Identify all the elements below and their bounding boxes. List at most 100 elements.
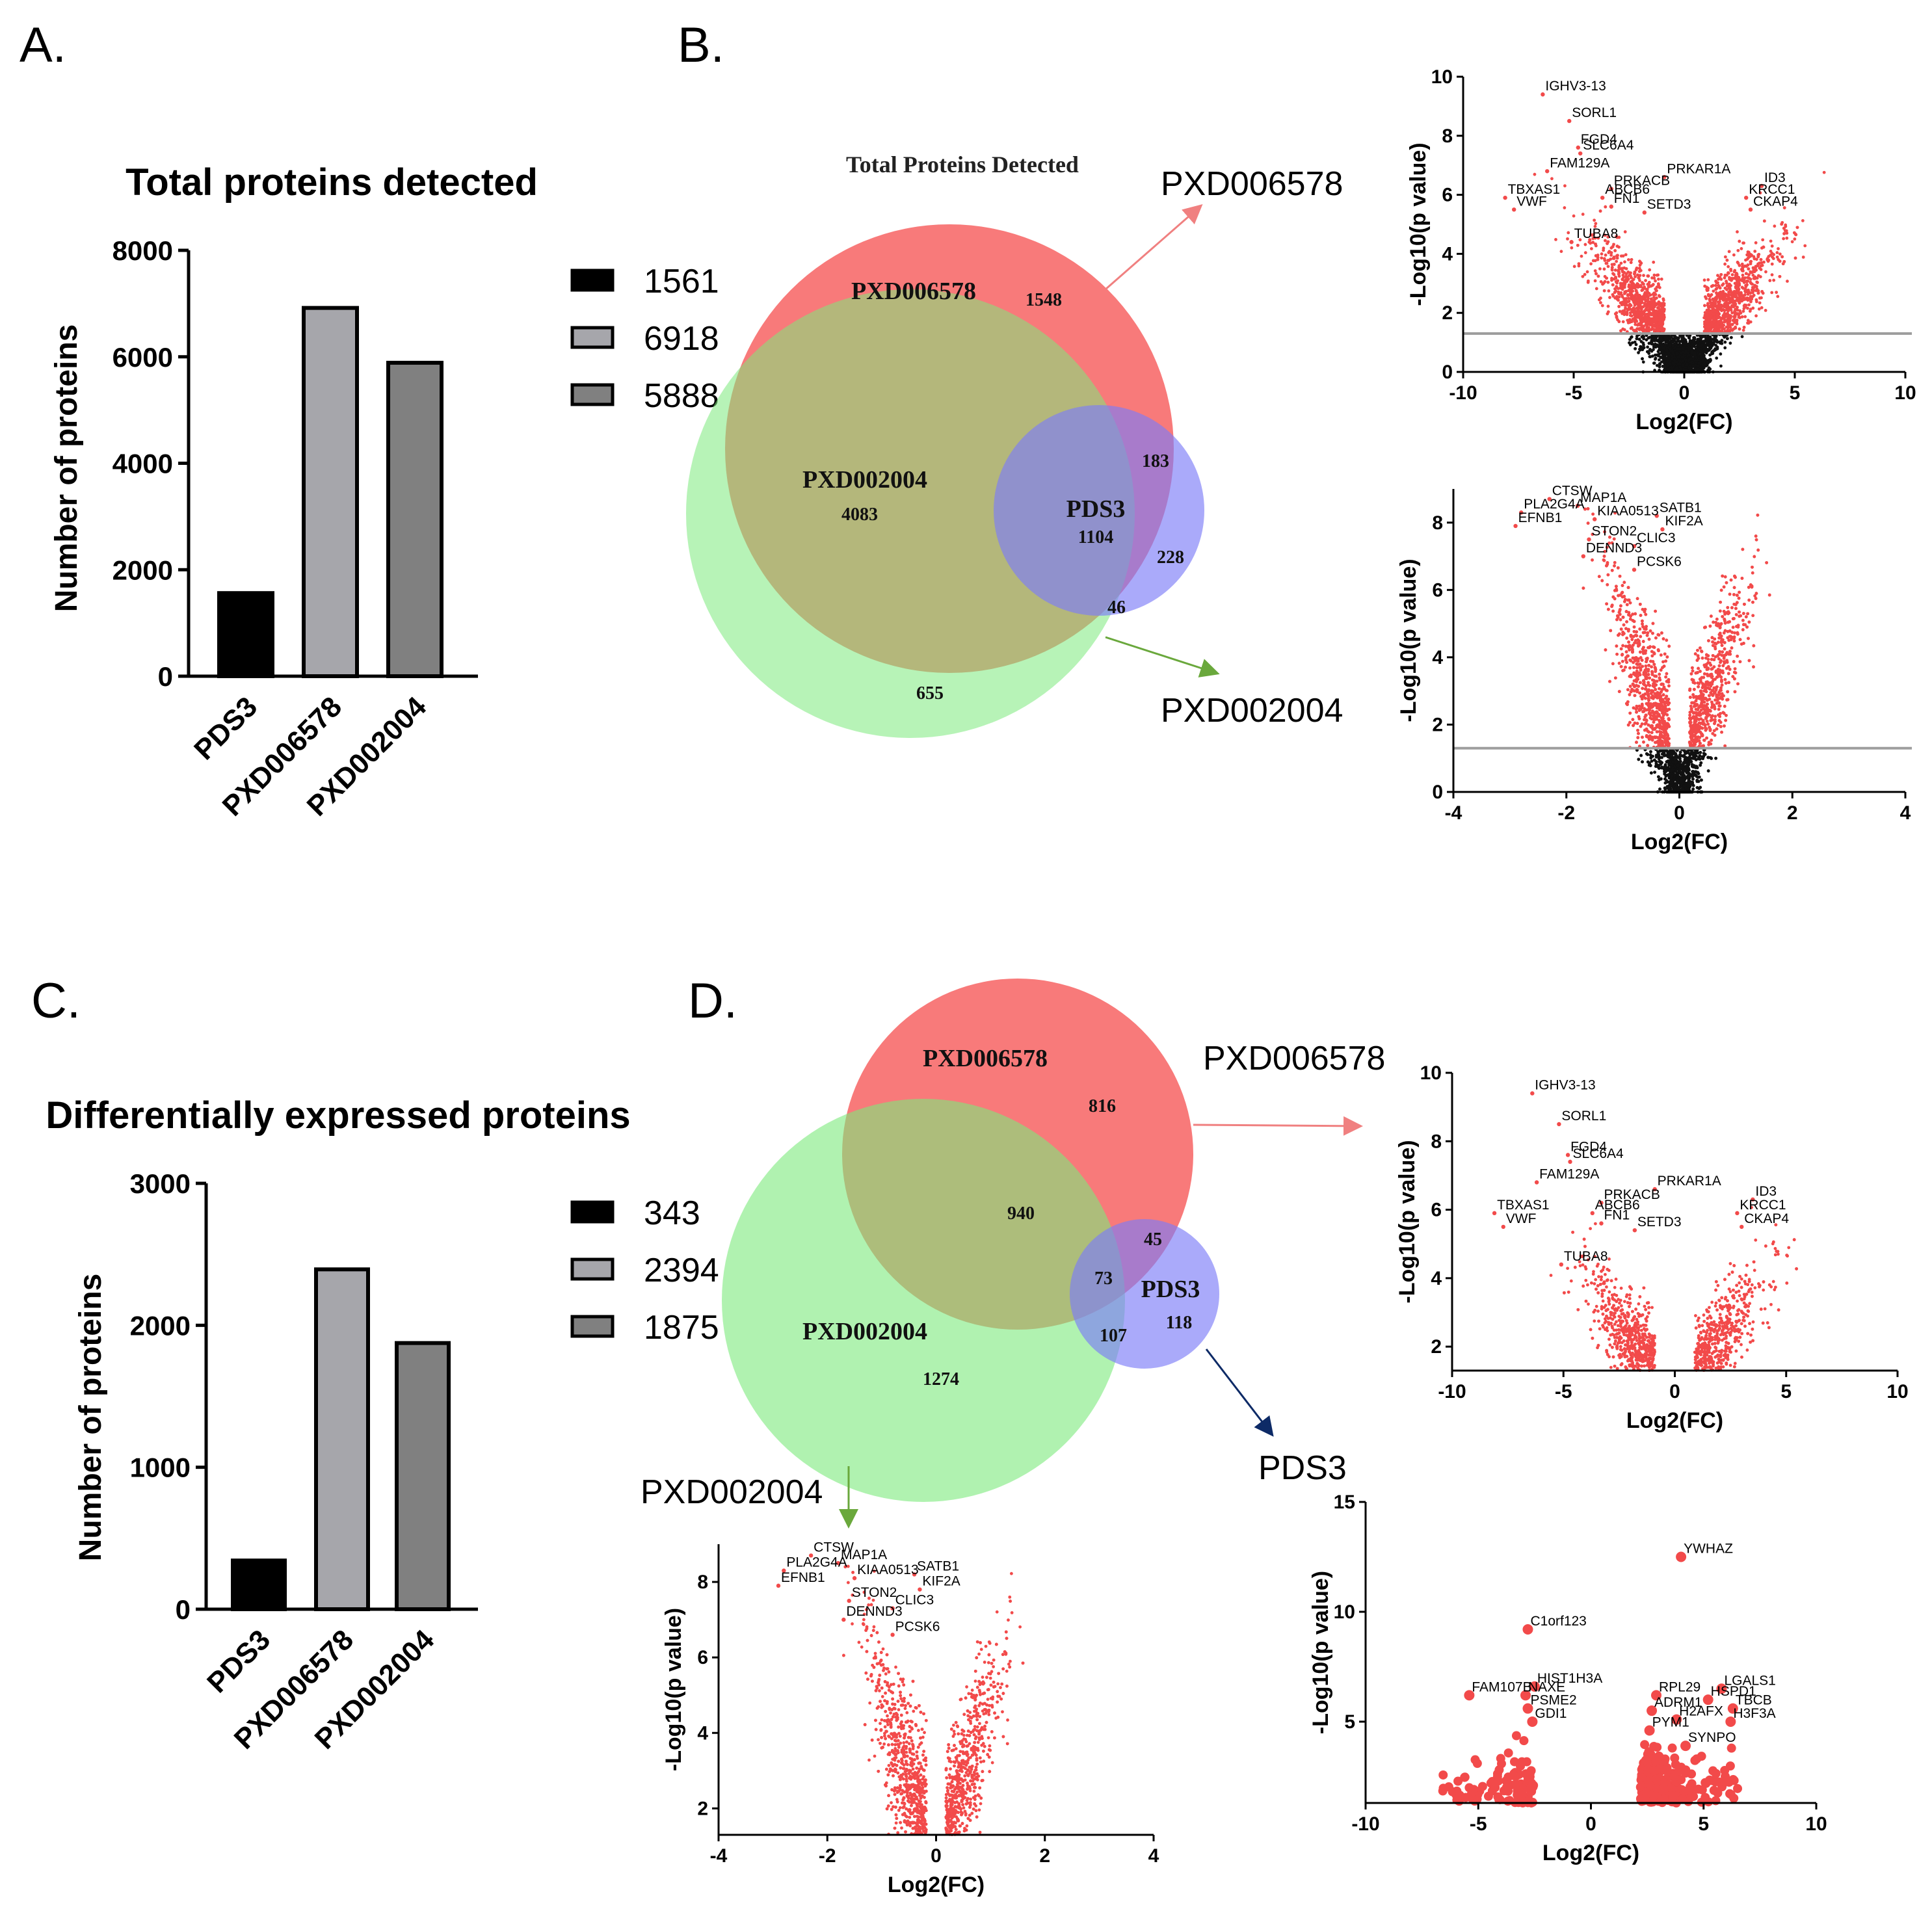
data-point — [1623, 260, 1626, 264]
data-point — [1594, 254, 1598, 257]
data-point — [1655, 335, 1659, 339]
data-point — [1699, 344, 1702, 348]
data-point — [1775, 291, 1779, 295]
data-point — [1687, 366, 1691, 370]
data-point — [1602, 248, 1606, 252]
data-point — [1660, 277, 1663, 281]
bar-pds3 — [231, 1558, 287, 1611]
data-point — [1606, 310, 1610, 314]
data-point — [1708, 299, 1712, 303]
data-point — [1658, 315, 1661, 319]
data-point — [1678, 347, 1682, 351]
data-point — [1736, 230, 1739, 233]
data-point — [1554, 237, 1557, 241]
x-tick-label: 0 — [1679, 382, 1690, 404]
highlighted-point — [1512, 207, 1516, 212]
data-point — [1648, 268, 1652, 272]
data-point — [1747, 256, 1750, 260]
data-point — [1673, 337, 1676, 340]
data-point — [1608, 296, 1611, 299]
data-point — [1773, 224, 1777, 228]
venn-count-pxd006578-only: 1548 — [1026, 290, 1062, 310]
gene-label: VWF — [1516, 194, 1547, 209]
data-point — [1740, 335, 1744, 339]
data-point — [1777, 247, 1780, 250]
data-point — [1595, 272, 1598, 276]
data-point — [1602, 289, 1606, 293]
data-point — [1702, 362, 1706, 365]
data-point — [1652, 293, 1656, 296]
y-tick-label: 4000 — [112, 449, 173, 479]
data-point — [1624, 296, 1628, 300]
data-point — [1749, 282, 1753, 285]
data-point — [1659, 355, 1662, 359]
data-point — [1656, 282, 1660, 285]
data-point — [1664, 352, 1667, 356]
data-point — [1762, 260, 1766, 264]
data-point — [1742, 326, 1746, 329]
venn-set-label-pds3: PDS3 — [1066, 495, 1126, 523]
data-point — [1686, 362, 1689, 365]
data-point — [1683, 341, 1687, 345]
data-point — [1770, 291, 1774, 295]
highlighted-point — [1503, 195, 1507, 200]
data-point — [1740, 267, 1743, 271]
venn-count-pds3-only: 118 — [1166, 1313, 1192, 1333]
bar-chart-differential-proteins: Differentially expressed proteins Number… — [46, 1094, 630, 1756]
highlighted-point — [1578, 151, 1583, 156]
data-point — [1657, 300, 1661, 304]
data-point — [1641, 357, 1644, 361]
data-point — [1743, 293, 1747, 296]
data-point — [1680, 335, 1684, 339]
data-point — [1617, 320, 1621, 324]
data-point — [1720, 309, 1723, 313]
data-point — [1793, 237, 1797, 241]
data-point — [1687, 336, 1691, 340]
data-point — [1618, 309, 1622, 313]
data-point — [1735, 320, 1739, 324]
bar-pxd006578 — [302, 306, 359, 678]
data-point — [1706, 304, 1710, 307]
data-point — [1730, 311, 1734, 315]
data-point — [1822, 170, 1826, 174]
data-point — [1734, 326, 1738, 330]
data-point — [1640, 281, 1644, 285]
data-point — [1732, 270, 1736, 274]
data-point — [1719, 278, 1723, 281]
data-point — [1778, 259, 1782, 263]
data-point — [1770, 262, 1774, 266]
data-point — [1566, 237, 1569, 241]
data-point — [1667, 340, 1671, 344]
data-point — [1652, 328, 1656, 332]
data-point — [1740, 247, 1743, 250]
data-point — [1667, 351, 1671, 355]
data-point — [1619, 301, 1622, 305]
data-point — [1749, 270, 1753, 274]
data-point — [1594, 242, 1597, 246]
data-point — [1660, 351, 1663, 354]
panel-label-c: C. — [31, 973, 81, 1029]
data-point — [1687, 353, 1691, 357]
data-point — [1615, 244, 1619, 248]
data-point — [1749, 300, 1753, 304]
data-point — [1593, 279, 1597, 283]
data-point — [1594, 222, 1598, 226]
data-point — [1550, 177, 1554, 181]
data-point — [1654, 321, 1658, 324]
data-point — [1743, 315, 1747, 319]
data-point — [1630, 289, 1634, 293]
data-point — [1581, 213, 1585, 216]
venn-set-label-pxd002004: PXD002004 — [802, 466, 927, 493]
data-point — [1662, 317, 1665, 321]
data-point — [1675, 352, 1678, 356]
data-point — [1631, 295, 1635, 299]
data-point — [1714, 337, 1717, 341]
data-point — [1660, 311, 1663, 315]
data-point — [1563, 206, 1567, 209]
data-point — [1725, 280, 1728, 283]
data-point — [1621, 267, 1624, 270]
venn-count-all-three: 73 — [1094, 1269, 1113, 1289]
data-point — [1725, 337, 1729, 341]
dataset-label: PDS3 — [1258, 1449, 1347, 1487]
